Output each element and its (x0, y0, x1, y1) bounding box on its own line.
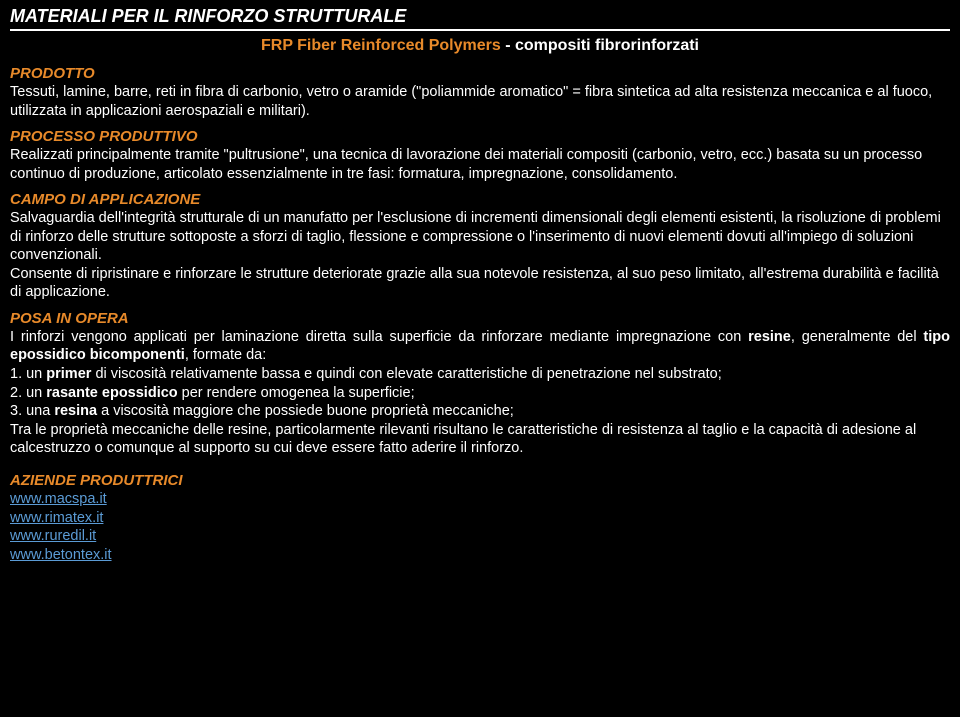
posa-1-c: di viscosità relativamente bassa e quind… (91, 366, 721, 382)
link-ruredil[interactable]: www.ruredil.it (10, 527, 950, 546)
posa-2-b: rasante epossidico (46, 385, 177, 401)
posa-intro-b: resine (748, 329, 791, 345)
prodotto-text: Tessuti, lamine, barre, reti in fibra di… (10, 83, 950, 120)
link-macspa[interactable]: www.macspa.it (10, 490, 950, 509)
posa-3-a: 3. una (10, 403, 54, 419)
posa-3-b: resina (54, 403, 97, 419)
subtitle: FRP Fiber Reinforced Polymers - composit… (10, 37, 950, 55)
section-head-campo: CAMPO DI APPLICAZIONE (10, 191, 950, 208)
section-head-prodotto: PRODOTTO (10, 65, 950, 82)
subtitle-accent: FRP Fiber Reinforced Polymers (261, 37, 501, 54)
posa-1-a: 1. un (10, 366, 46, 382)
posa-3-c: a viscosità maggiore che possiede buone … (97, 403, 514, 419)
posa-intro-a: I rinforzi vengono applicati per laminaz… (10, 329, 748, 345)
document-page: MATERIALI PER IL RINFORZO STRUTTURALE FR… (0, 0, 960, 573)
section-head-aziende: AZIENDE PRODUTTRICI (10, 472, 950, 489)
posa-2-a: 2. un (10, 385, 46, 401)
posa-intro-e: , formate da: (185, 347, 266, 363)
subtitle-plain: - compositi fibrorinforzati (501, 37, 699, 54)
section-head-processo: PROCESSO PRODUTTIVO (10, 128, 950, 145)
processo-text: Realizzati principalmente tramite "pultr… (10, 146, 950, 183)
section-head-posa: POSA IN OPERA (10, 310, 950, 327)
link-rimatex[interactable]: www.rimatex.it (10, 509, 950, 528)
page-title: MATERIALI PER IL RINFORZO STRUTTURALE (10, 6, 950, 31)
link-betontex[interactable]: www.betontex.it (10, 546, 950, 565)
posa-2-c: per rendere omogenea la superficie; (178, 385, 415, 401)
campo-text-2: Consente di ripristinare e rinforzare le… (10, 265, 950, 302)
posa-item-2: 2. un rasante epossidico per rendere omo… (10, 384, 950, 403)
posa-intro: I rinforzi vengono applicati per laminaz… (10, 328, 950, 365)
posa-intro-c: , generalmente del (791, 329, 924, 345)
posa-item-3: 3. una resina a viscosità maggiore che p… (10, 402, 950, 421)
posa-item-1: 1. un primer di viscosità relativamente … (10, 365, 950, 384)
posa-tail: Tra le proprietà meccaniche delle resine… (10, 421, 950, 458)
campo-text-1: Salvaguardia dell'integrità strutturale … (10, 209, 950, 265)
posa-1-b: primer (46, 366, 91, 382)
